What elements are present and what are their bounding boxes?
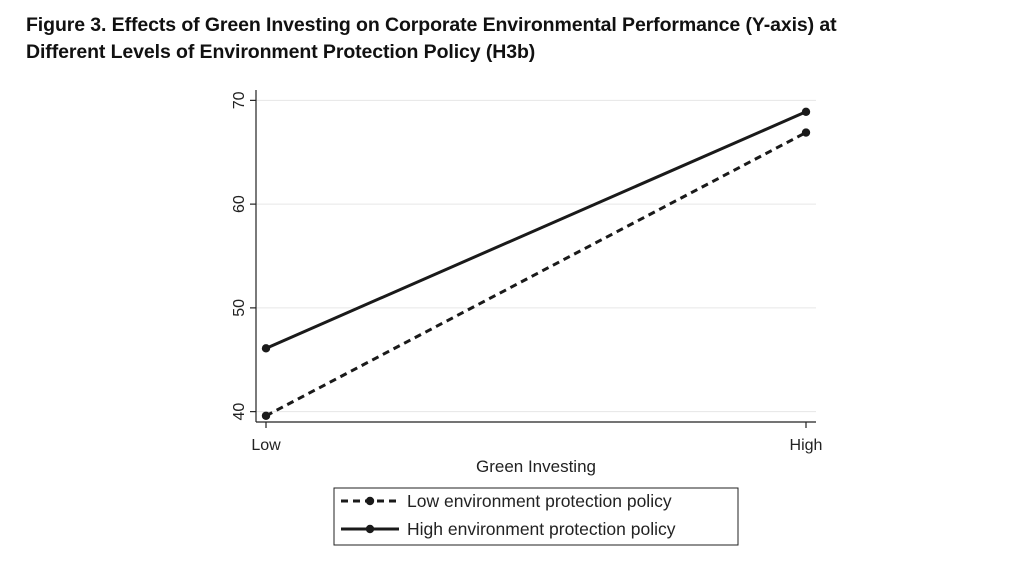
axes bbox=[255, 90, 816, 423]
figure-title-line-2: Different Levels of Environment Protecti… bbox=[26, 41, 536, 63]
series-line-low-policy bbox=[265, 131, 807, 418]
series bbox=[261, 107, 811, 420]
figure-title-line-1: Figure 3. Effects of Green Investing on … bbox=[26, 14, 837, 36]
legend-swatch-marker bbox=[365, 496, 375, 506]
figure-title: Figure 3. Effects of Green Investing on … bbox=[26, 12, 996, 66]
y-ticks: 40 50 60 70 bbox=[231, 91, 256, 421]
y-tick-label: 40 bbox=[231, 403, 248, 421]
x-tick-label: Low bbox=[251, 437, 281, 454]
data-point bbox=[801, 107, 811, 116]
y-tick-label: 50 bbox=[231, 299, 248, 317]
y-tick-label: 60 bbox=[231, 195, 248, 213]
x-tick-label: High bbox=[790, 437, 823, 454]
y-tick-label: 70 bbox=[231, 91, 248, 109]
data-point bbox=[801, 128, 811, 137]
x-ticks: Low High bbox=[251, 422, 822, 454]
legend-swatch-marker bbox=[365, 524, 375, 534]
legend-label: Low environment protection policy bbox=[407, 491, 672, 511]
x-axis-label: Green Investing bbox=[476, 457, 596, 476]
data-point bbox=[261, 411, 271, 420]
legend-label: High environment protection policy bbox=[407, 519, 676, 539]
legend-box bbox=[333, 487, 739, 546]
legend: Low environment protection policy High en… bbox=[333, 487, 739, 546]
series-line-high-policy bbox=[265, 110, 807, 350]
data-point bbox=[261, 344, 271, 353]
gridlines bbox=[256, 99, 816, 413]
